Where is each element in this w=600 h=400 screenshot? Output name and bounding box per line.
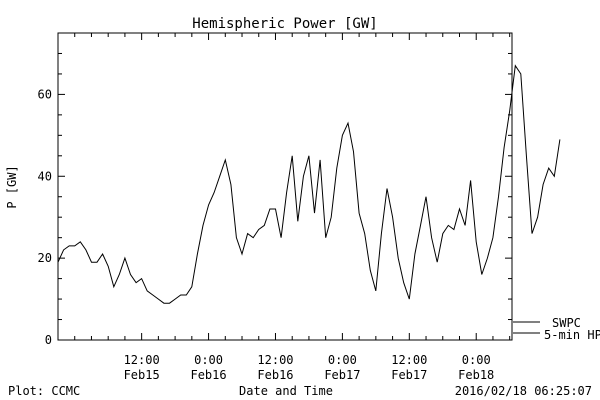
series-group (57, 64, 561, 304)
footer-timestamp: 2016/02/18 06:25:07 (455, 384, 592, 398)
plot-area (57, 32, 513, 341)
footer-plot-credit: Plot: CCMC (8, 384, 80, 398)
y-tick-label: 0 (45, 333, 52, 347)
y-axis-label: P [GW] (5, 165, 19, 208)
x-tick-date-label: Feb17 (324, 368, 360, 382)
x-axis-ticks: 12:00Feb150:00Feb1612:00Feb160:00Feb1712… (57, 33, 511, 382)
x-tick-date-label: Feb15 (124, 368, 160, 382)
x-axis-label: Date and Time (239, 384, 333, 398)
y-tick-label: 40 (38, 169, 52, 183)
x-tick-date-label: Feb18 (458, 368, 494, 382)
chart-title: Hemispheric Power [GW] (192, 16, 377, 32)
x-tick-date-label: Feb17 (391, 368, 427, 382)
y-axis-ticks: 0 20 40 60 (38, 52, 512, 347)
x-tick-time-label: 12:00 (391, 353, 427, 367)
x-tick-date-label: Feb16 (257, 368, 293, 382)
x-tick-time-label: 0:00 (462, 353, 491, 367)
x-tick-date-label: Feb16 (190, 368, 226, 382)
y-tick-label: 20 (38, 251, 52, 265)
x-tick-time-label: 12:00 (257, 353, 293, 367)
x-tick-time-label: 0:00 (194, 353, 223, 367)
legend-hpi-label: 5-min HPI (544, 328, 600, 342)
x-tick-time-label: 12:00 (124, 353, 160, 367)
legend-swpc-label: SWPC (552, 316, 581, 330)
series-line-hpi (57, 64, 561, 304)
y-tick-label: 60 (38, 87, 52, 101)
x-tick-time-label: 0:00 (328, 353, 357, 367)
